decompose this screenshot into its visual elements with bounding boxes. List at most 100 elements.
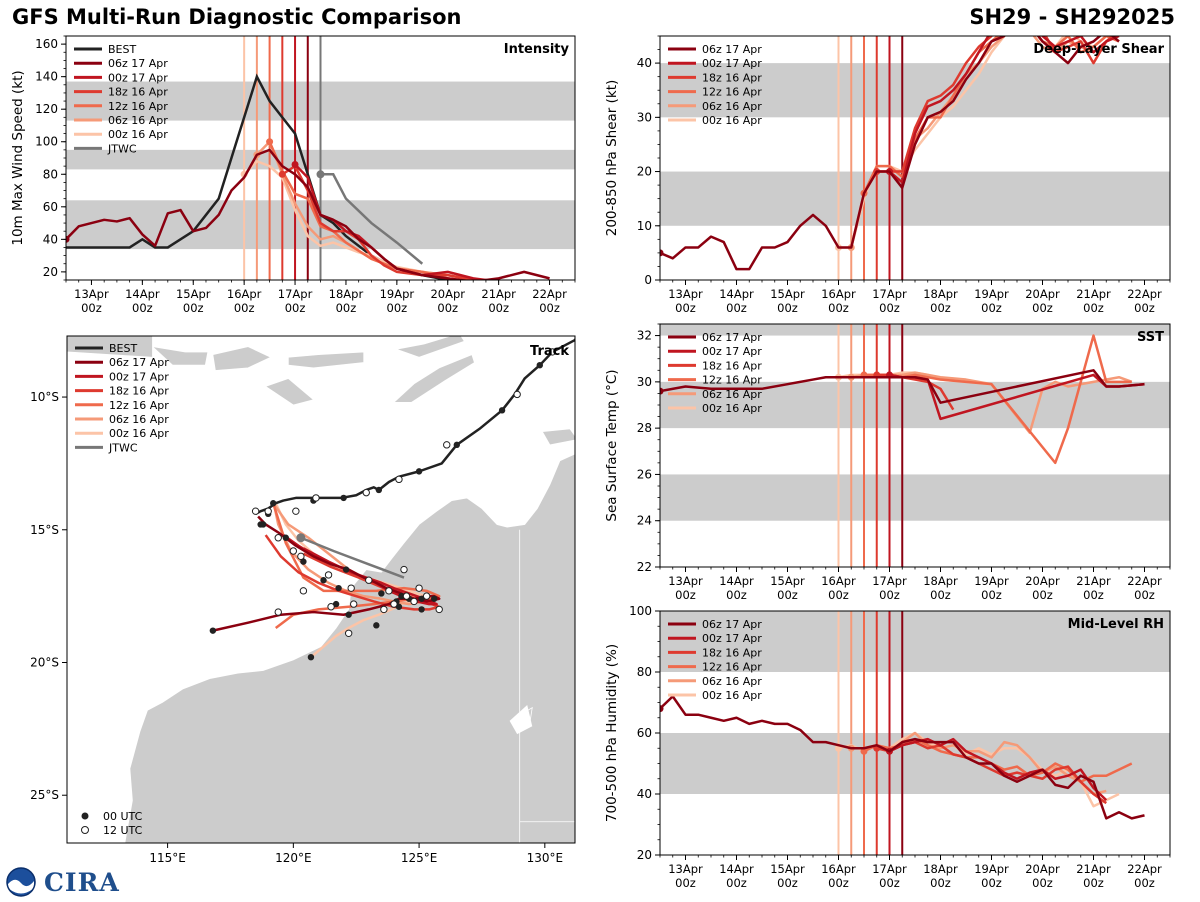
legend-label: 12z 16 Apr [109,399,169,412]
legend-label: 12z 16 Apr [108,100,168,113]
panel-title: SST [1137,330,1164,345]
x-tick-label: 17Apr [872,574,907,588]
x-tick-label: 21Apr [1076,287,1111,301]
plot-area [660,324,1170,567]
x-tick-label: 00z [675,301,696,315]
series-init-marker [278,170,286,178]
marker-12utc [289,547,298,555]
legend-label: 06z 16 Apr [109,413,169,426]
marker-12utc [312,494,320,502]
series-line [888,36,1120,184]
x-tick-label: 00z [879,876,900,890]
marker-12utc [390,600,398,608]
x-tick-label: 00z [930,588,951,602]
x-tick-label: 00z [828,588,849,602]
marker-12utc [415,584,423,592]
marker-12utc [443,441,451,449]
legend-label: 12z 16 Apr [702,374,762,387]
x-tick-label: 00z [81,301,102,315]
legend-label: 18z 16 Apr [108,86,168,99]
x-tick-label: 18Apr [329,287,364,301]
x-tick-label: 00z [1083,588,1104,602]
x-tick-label: 15Apr [770,862,805,876]
track-panel: 115°E 120°E 125°E 130°E 10°S 15°S 20°S 25°S Trac… [30,335,576,865]
x-tick-label: 00z [777,876,798,890]
x-tick-label: 22Apr [1127,862,1162,876]
legend-label: 00z 16 Apr [702,114,762,127]
legend-label: 06z 16 Apr [702,100,762,113]
x-tick-label: 00z [183,301,204,315]
x-tick-label: 00z [777,588,798,602]
series-init-marker [860,747,868,755]
marker-12utc [385,587,393,595]
marker-00utc [282,534,289,541]
flores-island [287,351,365,369]
y-axis-label: 10m Max Wind Speed (kt) [10,70,26,245]
x-tick-label: 16Apr [821,287,856,301]
marker-00utc [209,627,217,634]
x-tick-label: 00z [285,301,306,315]
legend-label: JTWC [107,142,137,155]
x-tick-label: 00z [1134,588,1155,602]
y-tick-label: 26 [637,467,652,481]
x-tick-label: 20Apr [1025,862,1060,876]
lon-tick-label: 120°E [275,851,312,865]
x-tick-label: 00z [726,588,747,602]
x-tick-label: 19Apr [974,862,1009,876]
legend-label: 06z 16 Apr [108,114,168,127]
y-tick-label: 40 [637,787,652,801]
legend-label: 00z 16 Apr [702,402,762,415]
marker-12utc [264,507,272,515]
legend-label: 06z 16 Apr [702,675,762,688]
y-tick-label: 20 [637,848,652,862]
y-axis-label: Sea Surface Temp (°C) [604,369,620,521]
legend-label: BEST [108,43,136,56]
forecast-track-line [212,515,441,632]
x-tick-label: 00z [437,301,458,315]
marker-12utc [402,592,411,600]
x-tick-label: 00z [539,301,560,315]
jtwc-start-marker [296,533,306,543]
x-tick-label: 20Apr [1025,287,1060,301]
series-init-marker [291,161,299,169]
marker-12utc [395,475,403,484]
noaa-emblem-icon [6,867,36,897]
series-line [66,148,550,280]
y-tick-label: 100 [629,604,652,618]
marker-12utc [347,584,355,592]
x-tick-label: 00z [1083,876,1104,890]
java-island [67,336,153,358]
legend-label: 18z 16 Apr [109,385,169,398]
shear-panel: 01020304013Apr00z14Apr00z15Apr00z16Apr00… [604,35,1171,315]
series-init-marker [660,387,664,395]
x-tick-label: 00z [930,876,951,890]
legend-label: 00z 17 Apr [702,345,762,358]
marker-12utc [299,587,308,595]
best-track-line [66,73,448,280]
legend-label: 12z 16 Apr [702,86,762,99]
lon-tick-label: 130°E [527,851,564,865]
panel-title: Intensity [504,42,570,57]
x-tick-label: 00z [1032,301,1053,315]
marker-00utc [498,407,506,414]
legend-label: 00z 17 Apr [702,632,762,645]
marker-00utc [335,584,342,592]
axes-frame [66,335,576,844]
y-tick-label: 20 [43,265,58,279]
marker-12utc [292,507,300,515]
y-tick-label: 10 [637,219,652,233]
y-tick-label: 120 [35,102,58,116]
x-tick-label: 00z [879,301,900,315]
intensity-panel: 2040608010012014016013Apr00z14Apr00z15Ap… [10,35,576,315]
y-axis-label: 200-850 hPa Shear (kt) [604,80,620,237]
legend-label: 06z 17 Apr [109,356,169,369]
x-tick-label: 00z [726,876,747,890]
map-area [67,336,575,843]
y-tick-label: 80 [43,167,58,181]
series-line [660,36,1120,271]
legend-label: 06z 16 Apr [702,388,762,401]
series-line [281,164,484,280]
series-line [660,369,1145,404]
lat-tick-label: 25°S [30,788,59,802]
